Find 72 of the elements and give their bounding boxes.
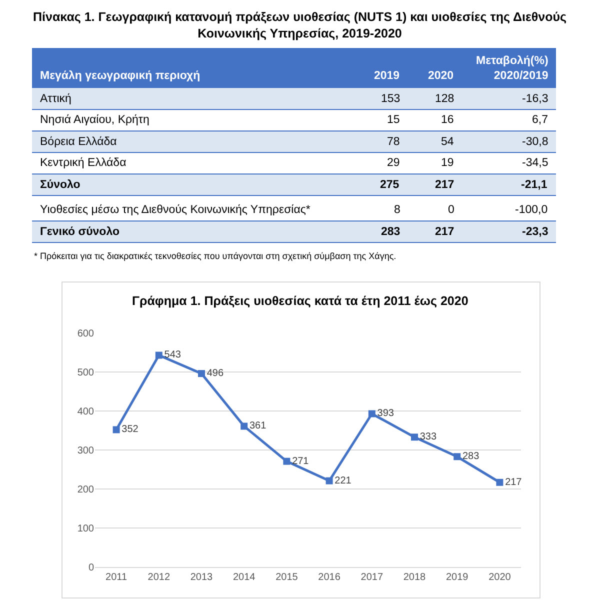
text: Μεταβολή(%) 2020/2019 (476, 55, 548, 82)
x-tick-label: 2020 (488, 572, 512, 583)
x-tick-label: 2019 (446, 572, 469, 583)
text: -30,8 (522, 136, 548, 148)
text: 128 (435, 93, 454, 105)
point (368, 410, 376, 418)
data-label: 352 (122, 424, 139, 436)
point (326, 477, 333, 484)
point (240, 422, 248, 430)
point (283, 458, 290, 465)
text: -23,3 (522, 226, 548, 238)
text: * Πρόκειται για τις διακρατικές τεκνοθεσίες που υπάγονται στη σχετική σύμβαση της Χάγης. (34, 251, 396, 261)
text: -34,5 (522, 157, 548, 169)
data-label: 361 (249, 420, 267, 432)
text: 78 (387, 136, 400, 148)
chart-title: Γράφημα 1. Πράξεις υιοθεσίας κατά τα έτη 2011 έως 2020 (132, 294, 468, 308)
text: 2019 (374, 70, 400, 82)
y-tick-label: 400 (77, 406, 94, 418)
x-tick-label: 2011 (106, 572, 128, 583)
text: 19 (441, 157, 454, 169)
text: -100,0 (515, 204, 548, 216)
text: Κεντρική Ελλάδα (40, 157, 127, 169)
text: Πίνακας 1. Γεωγραφική κατανομή πράξεων υιοθεσίας (NUTS 1) και υιοθεσίες της Διεθνούς Κοινωνικής Υπηρεσίας, 2019-2020 (33, 10, 567, 40)
text: 2020 (428, 70, 454, 82)
y-tick-label: 200 (77, 484, 94, 496)
y-tick-label: 500 (77, 368, 94, 378)
text: Νησιά Αιγαίου, Κρήτη (40, 114, 150, 126)
text: Μεγάλη γεωγραφική περιοχή (40, 70, 200, 82)
point (198, 370, 205, 378)
text: -21,1 (521, 179, 548, 191)
y-tick-label: 100 (77, 524, 94, 534)
text: 15 (387, 114, 400, 126)
text: 6,7 (532, 114, 548, 126)
text: 275 (380, 179, 400, 191)
data-label: 217 (505, 476, 522, 488)
text: Αττική (40, 93, 72, 105)
data-label: 221 (334, 475, 352, 486)
text: Υιοθεσίες μέσω της Διεθνούς Κοινωνικής Υπηρεσίας* (40, 204, 311, 216)
point (411, 434, 418, 441)
data-label: 543 (164, 350, 182, 361)
text: 217 (435, 226, 454, 238)
y-tick-label: 300 (77, 446, 94, 456)
text: 153 (381, 93, 400, 105)
x-tick-label: 2015 (276, 572, 298, 583)
text: 0 (448, 204, 454, 216)
data-label: 496 (206, 368, 224, 380)
point (112, 426, 120, 434)
x-tick-label: 2012 (148, 572, 170, 583)
point (155, 352, 162, 359)
x-tick-label: 2018 (403, 572, 426, 583)
data-label: 283 (462, 451, 480, 462)
text: 16 (441, 114, 454, 126)
x-tick-label: 2016 (318, 572, 341, 583)
text: Βόρεια Ελλάδα (40, 136, 118, 148)
x-tick-label: 2017 (360, 572, 384, 583)
x-tick-label: 2013 (190, 572, 214, 583)
point (454, 453, 461, 460)
text: 54 (441, 136, 454, 148)
text: 29 (387, 157, 400, 169)
text: 8 (394, 204, 400, 216)
text: -16,3 (522, 93, 548, 105)
text: Σύνολο (40, 179, 80, 191)
point (496, 478, 504, 486)
text: 283 (381, 226, 400, 238)
data-label: 393 (377, 408, 394, 420)
data-label: 333 (420, 432, 437, 443)
y-tick-label: 600 (77, 328, 94, 340)
data-label: 271 (292, 456, 310, 467)
x-tick-label: 2014 (232, 572, 256, 583)
text: 217 (435, 179, 454, 191)
y-tick-label: 0 (88, 562, 94, 574)
text: Γενικό σύνολο (40, 226, 120, 238)
